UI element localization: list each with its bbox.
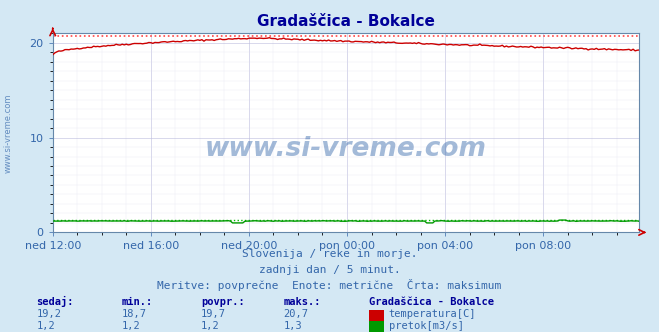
Text: maks.:: maks.:: [283, 297, 321, 307]
Text: min.:: min.:: [122, 297, 153, 307]
Text: 18,7: 18,7: [122, 309, 147, 319]
Text: pretok[m3/s]: pretok[m3/s]: [389, 321, 464, 331]
Text: sedaj:: sedaj:: [36, 296, 74, 307]
Text: www.si-vreme.com: www.si-vreme.com: [205, 136, 487, 162]
Text: 1,2: 1,2: [122, 321, 140, 331]
Text: zadnji dan / 5 minut.: zadnji dan / 5 minut.: [258, 265, 401, 275]
Text: 1,2: 1,2: [36, 321, 55, 331]
Text: 1,2: 1,2: [201, 321, 219, 331]
Text: 19,2: 19,2: [36, 309, 61, 319]
Text: temperatura[C]: temperatura[C]: [389, 309, 476, 319]
Text: 19,7: 19,7: [201, 309, 226, 319]
Text: 20,7: 20,7: [283, 309, 308, 319]
Title: Gradaščica - Bokalce: Gradaščica - Bokalce: [257, 14, 435, 29]
Text: Meritve: povprečne  Enote: metrične  Črta: maksimum: Meritve: povprečne Enote: metrične Črta:…: [158, 279, 501, 290]
Text: www.si-vreme.com: www.si-vreme.com: [3, 93, 13, 173]
Text: Gradaščica - Bokalce: Gradaščica - Bokalce: [369, 297, 494, 307]
Text: 1,3: 1,3: [283, 321, 302, 331]
Text: povpr.:: povpr.:: [201, 297, 244, 307]
Text: Slovenija / reke in morje.: Slovenija / reke in morje.: [242, 249, 417, 259]
